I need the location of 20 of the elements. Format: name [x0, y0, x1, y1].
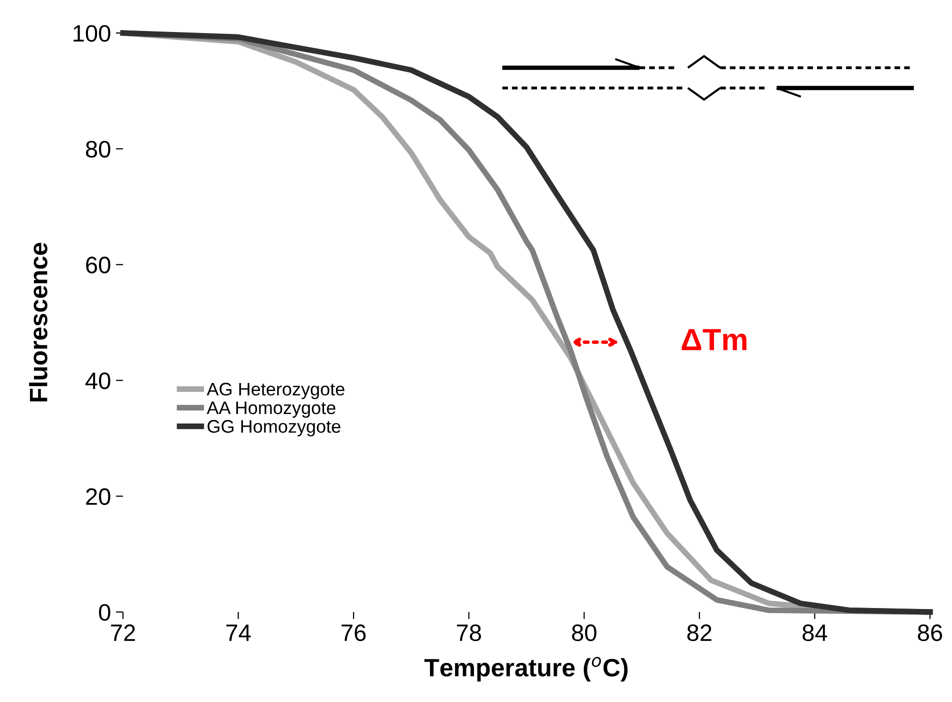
y-tick-label: 60 [86, 256, 110, 274]
y-tick-label: 80 [86, 140, 110, 158]
x-tick-label: 74 [226, 624, 251, 641]
legend-label: AA Homozygote [206, 402, 336, 418]
y-axis-title: Fluorescence [29, 242, 48, 402]
y-tick-label: 0 [98, 604, 110, 621]
x-axis-title: Temperature ($^{o}$C) [424, 656, 628, 682]
annotation: ΔTm [682, 329, 746, 350]
x-tick-label: 76 [342, 624, 366, 642]
x-tick-label: 72 [111, 624, 135, 641]
y-tick-label: 20 [86, 488, 110, 505]
y-tick-label: 40 [85, 372, 110, 390]
x-tick-label: 84 [802, 624, 828, 642]
x-tick-label: 80 [572, 624, 596, 642]
x-tick-label: 82 [687, 624, 712, 642]
legend-label: GG Homozygote [208, 420, 340, 436]
y-tick-label: 100 [74, 25, 110, 42]
x-tick-label: 78 [456, 624, 481, 642]
x-tick-label: 86 [918, 624, 942, 642]
legend-label: AG Heterozygote [206, 382, 344, 400]
